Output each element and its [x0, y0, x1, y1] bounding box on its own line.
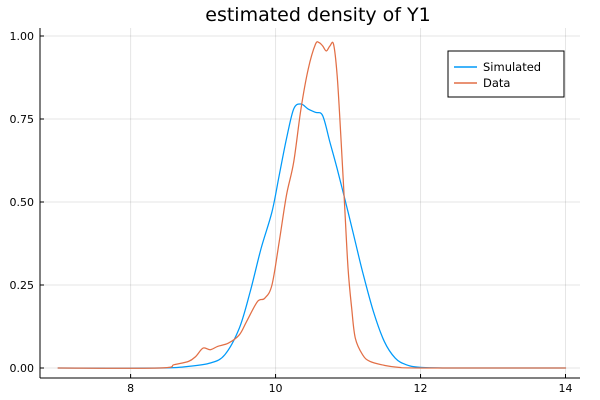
legend-box [447, 50, 565, 98]
y-tick-label: 1.00 [10, 30, 35, 43]
axes-layer [39, 28, 580, 379]
series-line-data [57, 41, 567, 369]
y-tick-label: 0.75 [10, 113, 35, 126]
series-layer [57, 41, 567, 369]
ticks-layer: 8 10 12 14 0.00 0.25 0.50 0.75 1.00 [10, 30, 573, 395]
chart-title: estimated density of Y1 [205, 4, 430, 26]
x-tick-label: 12 [414, 382, 428, 395]
legend-label-data: Data [483, 76, 510, 90]
legend-label-simulated: Simulated [483, 60, 541, 74]
legend: Simulated Data [447, 50, 565, 98]
x-tick-label: 8 [127, 382, 134, 395]
x-tick-label: 10 [269, 382, 283, 395]
y-tick-label: 0.25 [10, 279, 35, 292]
y-tick-label: 0.50 [10, 196, 35, 209]
series-line-simulated [57, 103, 567, 369]
y-tick-label: 0.00 [10, 362, 35, 375]
x-tick-label: 14 [559, 382, 573, 395]
